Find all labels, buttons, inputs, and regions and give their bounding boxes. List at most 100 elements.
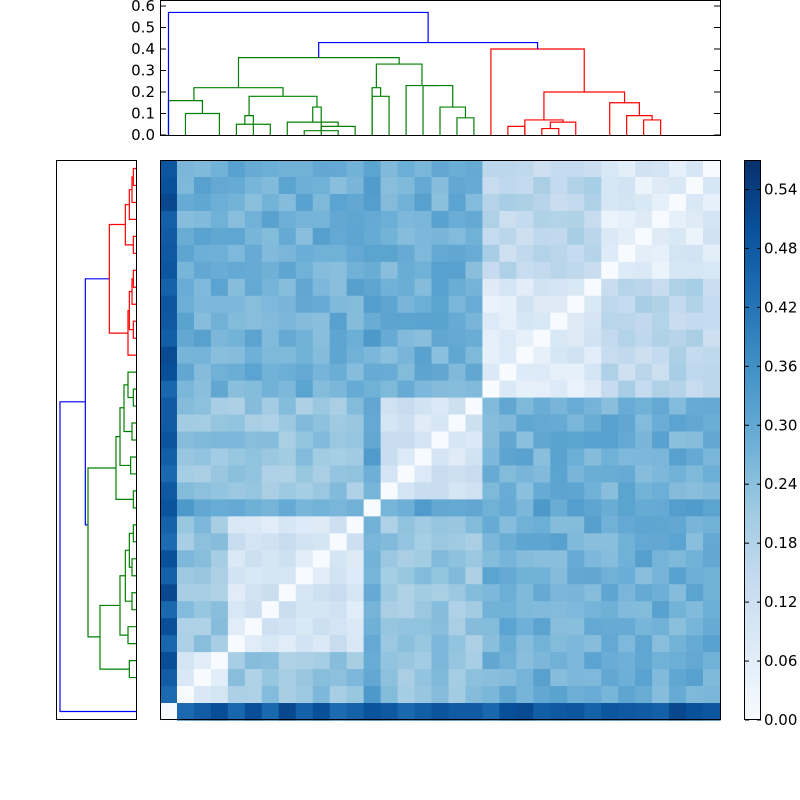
heatmap-cell — [465, 160, 484, 178]
heatmap-cell — [635, 380, 653, 399]
heatmap-cell — [482, 295, 500, 314]
heatmap-cell — [329, 686, 348, 704]
heatmap-cell — [465, 482, 484, 500]
heatmap-cell — [465, 227, 484, 246]
heatmap-cell — [465, 618, 484, 636]
heatmap-cell — [601, 414, 619, 433]
heatmap-cell — [176, 635, 195, 653]
heatmap-cell — [584, 686, 602, 704]
heatmap-cell — [550, 482, 568, 500]
heatmap-cell — [176, 533, 195, 551]
heatmap-cell — [448, 533, 467, 551]
heatmap-cell — [567, 210, 585, 229]
heatmap-cell — [567, 550, 585, 568]
heatmap-cell — [397, 550, 416, 568]
heatmap-cell — [160, 261, 178, 280]
heatmap-cell — [380, 210, 399, 229]
heatmap-cell — [176, 465, 195, 484]
heatmap-cell — [244, 227, 263, 246]
heatmap-cell — [414, 193, 433, 212]
heatmap-cell — [601, 516, 619, 534]
heatmap-cell — [669, 312, 687, 331]
heatmap-cell — [380, 431, 399, 450]
heatmap-cell — [465, 550, 484, 568]
heatmap-cell — [601, 584, 619, 602]
heatmap-cell — [329, 227, 348, 246]
heatmap-cell — [652, 312, 670, 331]
heatmap-cell — [278, 567, 297, 585]
heatmap-cell — [363, 652, 382, 670]
heatmap-cell — [533, 261, 551, 280]
heatmap-cell — [584, 210, 602, 229]
heatmap-cell — [550, 210, 568, 229]
heatmap-cell — [227, 533, 246, 551]
heatmap-cell — [329, 550, 348, 568]
heatmap-cell — [295, 703, 314, 721]
heatmap-cell — [312, 397, 331, 416]
heatmap-cell — [652, 295, 670, 314]
heatmap-cell — [618, 686, 636, 704]
heatmap-cell — [516, 686, 534, 704]
heatmap-cell — [414, 244, 433, 263]
heatmap-cell — [516, 516, 534, 534]
heatmap-cell — [686, 380, 704, 399]
heatmap-cell — [703, 363, 721, 382]
heatmap-cell — [261, 686, 280, 704]
heatmap-cell — [414, 584, 433, 602]
heatmap-cell — [669, 533, 687, 551]
heatmap-cell — [380, 414, 399, 433]
heatmap-cell — [278, 176, 297, 195]
heatmap-cell — [635, 618, 653, 636]
heatmap-cell — [278, 448, 297, 467]
heatmap-cell — [618, 176, 636, 195]
heatmap-cell — [669, 176, 687, 195]
heatmap-cell — [278, 329, 297, 348]
heatmap-cell — [261, 227, 280, 246]
heatmap-cell — [160, 516, 178, 534]
heatmap-cell — [669, 244, 687, 263]
heatmap-cell — [533, 414, 551, 433]
heatmap-cell — [499, 278, 517, 297]
heatmap-cell — [160, 550, 178, 568]
heatmap-cell — [363, 346, 382, 365]
heatmap-cell — [499, 193, 517, 212]
heatmap-cell — [329, 278, 348, 297]
heatmap-cell — [312, 584, 331, 602]
heatmap-cell — [448, 465, 467, 484]
heatmap-cell — [210, 261, 229, 280]
heatmap-cell — [601, 601, 619, 619]
heatmap-cell — [652, 652, 670, 670]
heatmap-cell — [261, 618, 280, 636]
heatmap-cell — [550, 261, 568, 280]
heatmap-cell — [397, 193, 416, 212]
heatmap-cell — [193, 686, 212, 704]
heatmap-cell — [550, 176, 568, 195]
heatmap-cell — [397, 482, 416, 500]
heatmap-cell — [397, 176, 416, 195]
heatmap-cell — [160, 482, 178, 500]
heatmap-cell — [618, 618, 636, 636]
heatmap-cell — [160, 584, 178, 602]
heatmap-cell — [176, 414, 195, 433]
heatmap-cell — [465, 346, 484, 365]
heatmap-cell — [652, 465, 670, 484]
heatmap-cell — [448, 295, 467, 314]
heatmap-cell — [210, 550, 229, 568]
heatmap-cell — [499, 176, 517, 195]
heatmap-cell — [227, 397, 246, 416]
heatmap-cell — [363, 160, 382, 178]
colorbar-tick-label: 0.48 — [764, 239, 797, 257]
heatmap-cell — [278, 431, 297, 450]
heatmap-cell — [703, 703, 721, 721]
heatmap-cell — [448, 499, 467, 517]
heatmap-cell — [295, 380, 314, 399]
heatmap-cell — [533, 363, 551, 382]
heatmap-cell — [686, 567, 704, 585]
heatmap-cell — [160, 380, 178, 399]
heatmap-cell — [414, 160, 433, 178]
heatmap-cell — [380, 448, 399, 467]
heatmap-cell — [397, 160, 416, 178]
left-dendrogram-link — [131, 278, 136, 305]
heatmap-cell — [397, 227, 416, 246]
heatmap-cell — [669, 652, 687, 670]
